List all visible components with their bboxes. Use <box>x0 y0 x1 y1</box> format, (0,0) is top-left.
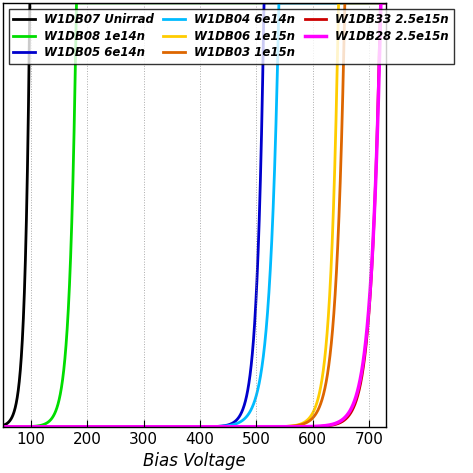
W1DB08 1e14n <box>376 0 381 6</box>
W1DB05 6e14n <box>383 0 389 6</box>
W1DB07 Unirrad <box>147 0 153 6</box>
W1DB03 1e15n <box>342 0 348 6</box>
W1DB03 1e15n <box>147 424 153 429</box>
W1DB06 1e15n <box>383 0 389 6</box>
W1DB05 6e14n <box>376 0 381 6</box>
Line: W1DB06 1e15n: W1DB06 1e15n <box>3 3 386 427</box>
W1DB33 2.5e15n <box>164 424 169 429</box>
Line: W1DB07 Unirrad: W1DB07 Unirrad <box>3 3 386 425</box>
W1DB06 1e15n <box>0 424 6 429</box>
W1DB08 1e14n <box>383 0 389 6</box>
W1DB05 6e14n <box>0 424 6 429</box>
W1DB28 2.5e15n <box>44 424 49 429</box>
W1DB33 2.5e15n <box>66 424 72 429</box>
W1DB08 1e14n <box>334 0 340 6</box>
W1DB05 6e14n <box>147 424 153 429</box>
W1DB28 2.5e15n <box>376 94 381 100</box>
Line: W1DB03 1e15n: W1DB03 1e15n <box>3 3 386 427</box>
W1DB05 6e14n <box>66 424 72 429</box>
W1DB33 2.5e15n <box>383 0 389 6</box>
Line: W1DB05 6e14n: W1DB05 6e14n <box>3 3 386 427</box>
W1DB05 6e14n <box>44 424 49 429</box>
W1DB33 2.5e15n <box>147 424 153 429</box>
W1DB33 2.5e15n <box>0 424 6 429</box>
Line: W1DB04 6e14n: W1DB04 6e14n <box>3 3 386 427</box>
W1DB04 6e14n <box>0 424 6 429</box>
W1DB28 2.5e15n <box>378 0 384 6</box>
W1DB33 2.5e15n <box>44 424 49 429</box>
W1DB05 6e14n <box>334 0 340 6</box>
Line: W1DB28 2.5e15n: W1DB28 2.5e15n <box>3 3 386 427</box>
W1DB04 6e14n <box>44 424 49 429</box>
W1DB28 2.5e15n <box>334 420 340 426</box>
W1DB08 1e14n <box>66 288 72 294</box>
W1DB03 1e15n <box>376 0 381 6</box>
W1DB06 1e15n <box>147 424 153 429</box>
W1DB06 1e15n <box>334 66 340 72</box>
W1DB28 2.5e15n <box>147 424 153 429</box>
W1DB06 1e15n <box>66 424 72 429</box>
W1DB04 6e14n <box>66 424 72 429</box>
W1DB06 1e15n <box>44 424 49 429</box>
X-axis label: Bias Voltage: Bias Voltage <box>143 452 246 470</box>
W1DB07 Unirrad <box>376 0 381 6</box>
W1DB06 1e15n <box>164 424 169 429</box>
W1DB07 Unirrad <box>0 422 6 428</box>
W1DB04 6e14n <box>334 0 340 6</box>
W1DB04 6e14n <box>383 0 389 6</box>
W1DB28 2.5e15n <box>383 0 389 6</box>
W1DB07 Unirrad <box>334 0 340 6</box>
W1DB03 1e15n <box>164 424 169 429</box>
W1DB07 Unirrad <box>383 0 389 6</box>
W1DB05 6e14n <box>164 424 169 429</box>
W1DB28 2.5e15n <box>66 424 72 429</box>
W1DB03 1e15n <box>334 255 340 261</box>
W1DB03 1e15n <box>66 424 72 429</box>
W1DB08 1e14n <box>164 0 169 6</box>
W1DB08 1e14n <box>44 420 49 426</box>
W1DB28 2.5e15n <box>164 424 169 429</box>
W1DB08 1e14n <box>0 424 6 429</box>
W1DB08 1e14n <box>147 0 153 6</box>
W1DB03 1e15n <box>383 0 389 6</box>
Legend: W1DB07 Unirrad, W1DB08 1e14n, W1DB05 6e14n, W1DB04 6e14n, W1DB06 1e15n, W1DB03 1: W1DB07 Unirrad, W1DB08 1e14n, W1DB05 6e1… <box>9 9 454 64</box>
W1DB07 Unirrad <box>67 0 72 6</box>
Line: W1DB08 1e14n: W1DB08 1e14n <box>3 3 386 427</box>
W1DB28 2.5e15n <box>0 424 6 429</box>
W1DB04 6e14n <box>376 0 381 6</box>
W1DB07 Unirrad <box>164 0 169 6</box>
W1DB33 2.5e15n <box>334 421 340 427</box>
W1DB03 1e15n <box>44 424 49 429</box>
W1DB06 1e15n <box>336 0 342 6</box>
W1DB04 6e14n <box>147 424 153 429</box>
W1DB06 1e15n <box>376 0 381 6</box>
W1DB05 6e14n <box>261 0 267 6</box>
W1DB07 Unirrad <box>27 0 33 6</box>
W1DB07 Unirrad <box>44 0 50 6</box>
Line: W1DB33 2.5e15n: W1DB33 2.5e15n <box>3 3 386 427</box>
W1DB03 1e15n <box>0 424 6 429</box>
W1DB04 6e14n <box>164 424 169 429</box>
W1DB04 6e14n <box>276 0 282 6</box>
W1DB08 1e14n <box>73 0 79 6</box>
W1DB33 2.5e15n <box>377 0 383 6</box>
W1DB33 2.5e15n <box>376 83 381 89</box>
